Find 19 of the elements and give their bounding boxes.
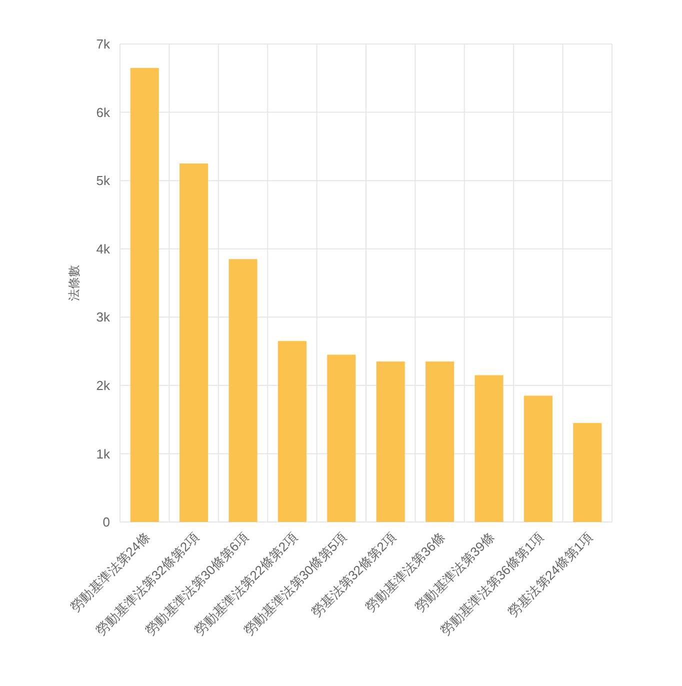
y-tick-label: 1k [96,446,110,462]
y-tick-label: 2k [96,378,110,393]
bar [573,422,602,522]
bar [327,354,356,522]
bar [278,341,306,522]
bar [426,362,454,522]
bar [524,396,552,522]
bar [130,68,159,522]
bar [228,259,258,522]
y-tick-label: 7k [96,36,110,52]
bar [180,164,208,522]
y-axis-title: 法條數 [67,265,81,301]
y-tick-label: 5k [96,173,110,188]
y-tick-label: 4k [96,241,110,256]
bar [474,375,504,522]
bar [376,362,405,522]
y-tick-label: 0 [102,514,110,530]
y-tick-label: 6k [96,104,110,120]
y-tick-label: 3k [96,310,110,325]
